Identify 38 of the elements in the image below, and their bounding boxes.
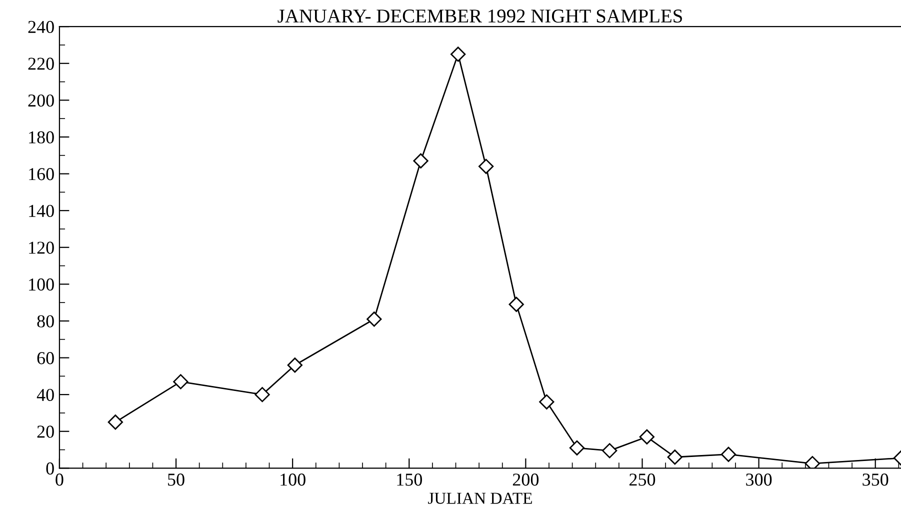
- y-tick-label: 0: [46, 462, 54, 475]
- point: [450, 46, 466, 62]
- x-axis-title: JULIAN DATE: [428, 492, 532, 504]
- y-tick-label: 160: [29, 168, 54, 180]
- point: [366, 312, 382, 327]
- point: [508, 296, 524, 312]
- y-tick-label: 120: [29, 242, 54, 254]
- point: [720, 446, 736, 462]
- y-tick-label: 140: [29, 204, 54, 218]
- x-tick-label: 250: [629, 474, 656, 486]
- x-tick-label: 100: [280, 474, 306, 486]
- point: [639, 429, 654, 444]
- y-tick-label: 180: [29, 131, 54, 144]
- y-tick-label: 60: [37, 352, 54, 364]
- x-tick-label: 150: [397, 474, 422, 486]
- y-tick-label: 20: [37, 426, 54, 438]
- point: [254, 386, 270, 402]
- point: [108, 414, 123, 430]
- point: [602, 443, 618, 458]
- x-tick-label: 50: [168, 474, 184, 486]
- point: [287, 358, 302, 373]
- y-tick-label: 80: [37, 315, 54, 328]
- x-tick-label: 200: [512, 474, 539, 486]
- y-tick-label: 220: [28, 58, 54, 70]
- point: [478, 158, 494, 174]
- y-tick-label: 200: [28, 94, 54, 107]
- point: [569, 440, 585, 456]
- point: [173, 374, 188, 390]
- point: [667, 450, 682, 465]
- y-tick-label: 100: [29, 278, 54, 291]
- x-tick-label: 300: [746, 474, 772, 486]
- point: [413, 153, 428, 168]
- y-tick-label: 240: [28, 20, 54, 34]
- x-tick-label: 350: [862, 474, 888, 486]
- point: [539, 394, 554, 410]
- chart-title: JANUARY- DECEMBER 1992 NIGHT SAMPLES: [278, 10, 682, 23]
- y-tick-label: 40: [36, 388, 54, 402]
- x-tick-label: 0: [56, 474, 64, 486]
